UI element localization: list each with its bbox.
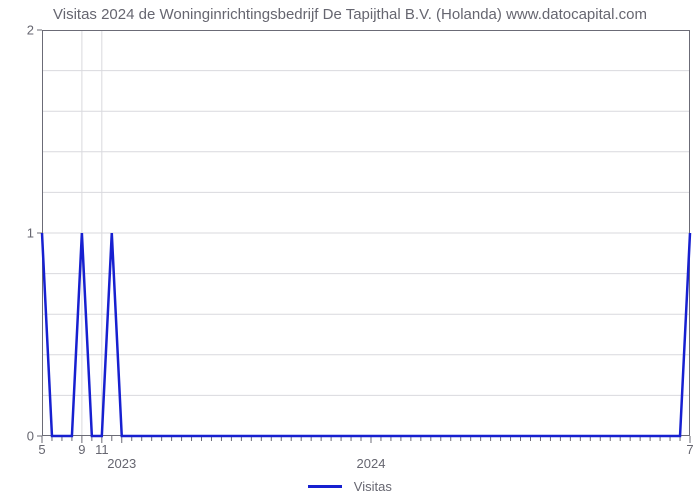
y-tick-label: 1	[4, 226, 34, 241]
chart-svg	[42, 30, 690, 476]
legend-swatch	[308, 485, 342, 488]
visits-line-chart: 012 5911720232024	[42, 30, 690, 436]
legend-label: Visitas	[354, 479, 392, 494]
x-year-label: 2023	[92, 456, 152, 471]
y-tick-label: 2	[4, 23, 34, 38]
x-tick-label: 11	[72, 442, 132, 457]
chart-title: Visitas 2024 de Woninginrichtingsbedrijf…	[0, 6, 700, 23]
x-tick-label: 7	[660, 442, 700, 457]
x-year-label: 2024	[341, 456, 401, 471]
chart-legend: Visitas	[0, 478, 700, 494]
